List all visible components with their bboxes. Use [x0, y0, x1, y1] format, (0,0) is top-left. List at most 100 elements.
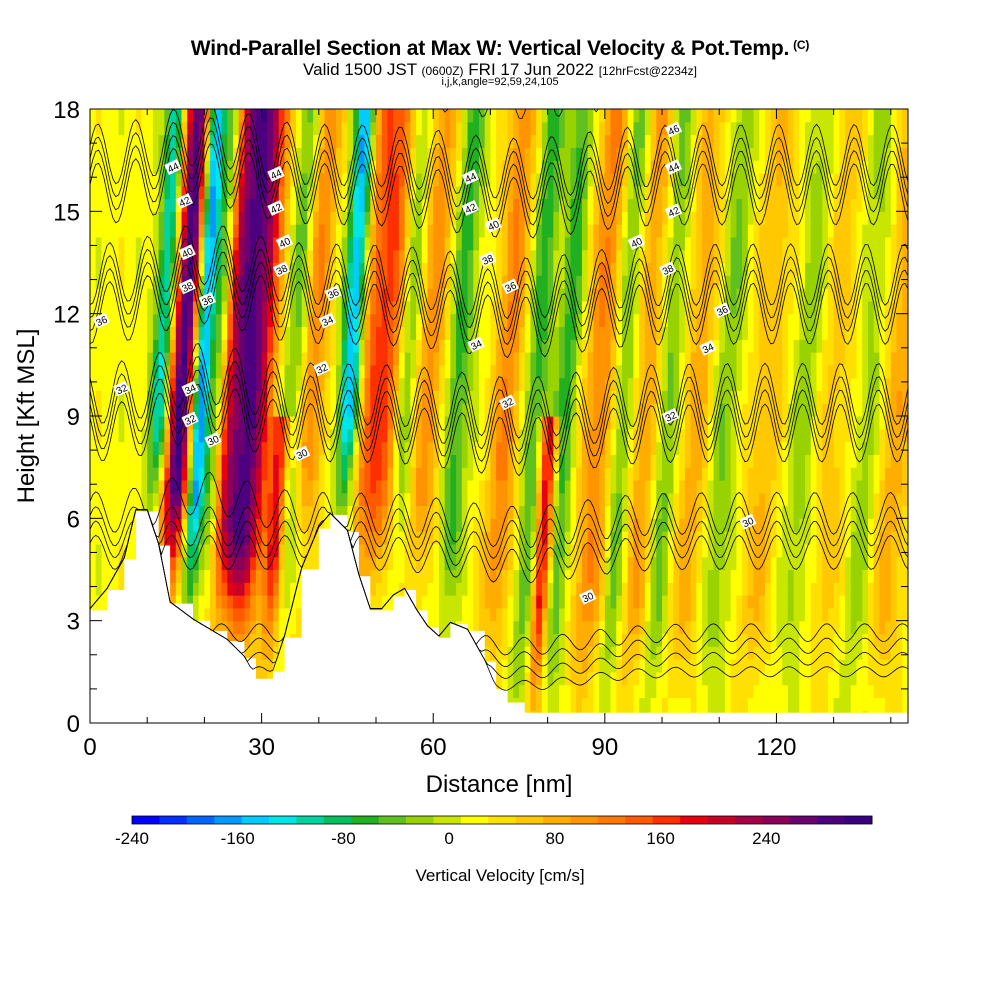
velocity-cell	[358, 467, 366, 481]
velocity-cell	[570, 428, 577, 443]
velocity-cell	[667, 697, 675, 711]
velocity-cell	[416, 454, 423, 468]
velocity-cell	[444, 109, 451, 123]
velocity-cell	[507, 211, 514, 225]
velocity-cell	[593, 352, 600, 366]
velocity-cell	[507, 543, 514, 558]
velocity-cell	[547, 160, 554, 174]
velocity-cell	[633, 134, 640, 148]
velocity-cell	[450, 505, 457, 519]
velocity-cell	[152, 339, 160, 353]
velocity-cell	[130, 275, 137, 289]
velocity-cell	[644, 479, 652, 494]
velocity-cell	[141, 121, 148, 136]
velocity-cell	[456, 492, 463, 507]
velocity-cell	[233, 288, 240, 302]
velocity-cell	[416, 147, 423, 161]
velocity-cell	[233, 403, 240, 417]
velocity-cell	[444, 275, 451, 289]
velocity-cell	[170, 416, 177, 430]
velocity-cell	[353, 313, 360, 328]
velocity-cell	[581, 646, 589, 660]
velocity-cell	[501, 339, 509, 353]
velocity-cell	[639, 249, 646, 264]
velocity-cell	[484, 505, 492, 519]
velocity-cell	[644, 518, 652, 532]
velocity-cell	[599, 262, 606, 276]
velocity-cell	[553, 467, 560, 481]
velocity-cell	[541, 134, 549, 148]
velocity-cell	[599, 569, 606, 583]
velocity-cell	[456, 352, 463, 366]
velocity-cell	[530, 582, 537, 596]
velocity-cell	[667, 607, 675, 622]
velocity-cell	[215, 390, 223, 404]
velocity-cell	[416, 236, 423, 251]
velocity-cell	[559, 339, 566, 353]
velocity-cell	[410, 428, 417, 443]
velocity-cell	[255, 262, 263, 276]
velocity-cell	[627, 300, 635, 315]
velocity-cell	[175, 428, 183, 443]
velocity-cell	[135, 121, 143, 136]
velocity-cell	[541, 582, 549, 596]
velocity-cell	[473, 211, 480, 225]
velocity-cell	[633, 288, 640, 302]
velocity-cell	[267, 352, 274, 366]
velocity-cell	[273, 492, 280, 507]
velocity-cell	[450, 147, 457, 161]
velocity-cell	[370, 288, 377, 302]
velocity-cell	[210, 339, 217, 353]
velocity-cell	[267, 441, 274, 455]
velocity-cell	[295, 326, 303, 340]
velocity-cell	[633, 172, 640, 187]
velocity-cell	[604, 595, 612, 609]
velocity-cell	[513, 262, 520, 276]
velocity-cell	[215, 416, 223, 430]
velocity-cell	[381, 364, 389, 379]
velocity-cell	[261, 147, 268, 161]
velocity-cell	[461, 109, 469, 123]
velocity-cell	[255, 160, 263, 174]
velocity-cell	[461, 160, 469, 174]
velocity-cell	[192, 275, 200, 289]
velocity-cell	[107, 211, 114, 225]
velocity-cell	[593, 646, 600, 660]
velocity-cell	[644, 300, 652, 315]
velocity-cell	[616, 147, 623, 161]
velocity-cell	[536, 697, 543, 711]
velocity-cell	[233, 543, 240, 558]
velocity-cell	[215, 569, 223, 583]
velocity-cell	[364, 147, 371, 161]
velocity-cell	[536, 518, 543, 532]
velocity-cell	[192, 569, 200, 583]
velocity-cell	[662, 505, 669, 519]
velocity-cell	[170, 505, 177, 519]
velocity-cell	[478, 326, 486, 340]
velocity-cell	[507, 160, 514, 174]
velocity-cell	[519, 595, 526, 609]
velocity-cell	[599, 467, 606, 481]
velocity-cell	[364, 326, 371, 340]
velocity-cell	[181, 582, 188, 596]
velocity-cell	[467, 556, 474, 571]
velocity-cell	[621, 467, 629, 481]
velocity-cell	[370, 211, 377, 225]
velocity-cell	[398, 531, 406, 545]
velocity-cell	[295, 518, 303, 532]
velocity-cell	[118, 479, 125, 494]
velocity-cell	[633, 569, 640, 583]
velocity-cell	[541, 479, 549, 494]
velocity-cell	[576, 339, 583, 353]
velocity-cell	[192, 160, 200, 174]
velocity-cell	[192, 390, 200, 404]
velocity-cell	[581, 313, 589, 328]
velocity-cell	[639, 492, 646, 507]
velocity-cell	[610, 352, 617, 366]
velocity-cell	[261, 505, 268, 519]
velocity-cell	[564, 607, 572, 622]
velocity-cell	[467, 275, 474, 289]
velocity-cell	[221, 543, 228, 558]
velocity-cell	[215, 236, 223, 251]
velocity-cell	[250, 403, 257, 417]
